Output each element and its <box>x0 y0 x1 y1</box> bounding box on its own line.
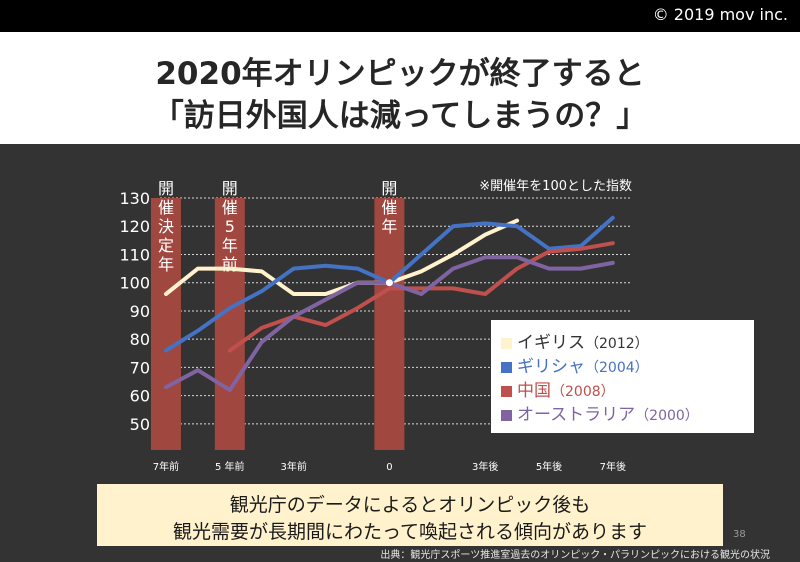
legend-series-year: （2004） <box>585 360 649 376</box>
legend-series-name: イギリス <box>517 333 585 353</box>
event-band <box>374 198 405 450</box>
event-band-label-char: 決 <box>158 217 174 236</box>
top-bar: © 2019 mov inc. <box>0 0 800 32</box>
event-band-label-char: 年 <box>381 217 397 236</box>
event-band <box>150 198 181 450</box>
legend-swatch <box>501 409 512 421</box>
legend-entry: 中国（2008） <box>501 376 615 401</box>
index-note: ※開催年を100とした指数 <box>479 179 632 194</box>
page-title-line-1: 2020年オリンピックが終了すると <box>155 56 645 92</box>
event-band <box>214 198 245 450</box>
y-axis-labels: 130 120 110 100 90 80 70 60 50 <box>119 189 150 434</box>
event-band-label-char: 催 <box>381 198 397 217</box>
y-tick-label: 50 <box>130 415 150 434</box>
x-tick-label: 0 <box>386 462 392 473</box>
legend-series-year: （2012） <box>585 336 649 352</box>
event-band-label-char: 年 <box>158 255 174 274</box>
y-tick-label: 120 <box>119 217 150 236</box>
event-band-label-char: 年 <box>222 236 238 255</box>
callout-line-1: 観光庁のデータによるとオリンピック後も <box>229 494 591 516</box>
y-tick-label: 60 <box>130 387 150 406</box>
event-band-label-char: 5 <box>225 217 235 236</box>
source-citation: 出典：観光庁スポーツ推進室過去のオリンピック・パラリンピックにおける観光の状況 <box>380 550 770 561</box>
x-tick-label: 7年前 <box>153 460 179 473</box>
legend-series-year: （2000） <box>635 408 699 424</box>
legend-entry: ギリシャ（2004） <box>501 352 649 377</box>
x-axis-labels: 7年前 5 年前 3年前 0 3年後 5年後 7年後 <box>153 460 626 473</box>
y-tick-label: 90 <box>130 302 150 321</box>
event-band-label-char: 開 <box>158 179 174 198</box>
event-band-label-char: 催 <box>222 198 238 217</box>
series-line <box>164 218 520 296</box>
event-band-label-char: 前 <box>222 255 238 274</box>
y-tick-label: 110 <box>119 245 150 264</box>
legend-series-name: 中国 <box>517 381 551 401</box>
y-tick-label: 130 <box>119 189 150 208</box>
legend-swatch <box>501 385 512 397</box>
y-tick-label: 100 <box>119 274 150 293</box>
title-area: 2020年オリンピックが終了すると 「訪日外国人は減ってしまうの？」 <box>0 32 800 144</box>
legend-swatch <box>501 337 512 349</box>
chart-legend: イギリス（2012） ギリシャ（2004） 中国（2008） オーストラリア（2000… <box>491 320 754 433</box>
event-band-label-char: 定 <box>158 236 174 255</box>
legend-swatch <box>501 361 512 373</box>
x-tick-label: 5 年前 <box>215 460 245 473</box>
x-tick-label: 3年後 <box>472 460 498 473</box>
legend-entry: オーストラリア（2000） <box>501 400 699 425</box>
legend-entry: イギリス（2012） <box>501 328 649 353</box>
event-band-label-char: 開 <box>222 179 238 198</box>
y-tick-label: 80 <box>130 330 150 349</box>
legend-series-year: （2008） <box>551 384 615 400</box>
x-tick-label: 3年前 <box>280 460 306 473</box>
legend-series-name: ギリシャ <box>517 357 585 377</box>
callout-line-2: 観光需要が長期間にわたって喚起される傾向があります <box>172 521 648 543</box>
x-tick-label: 5年後 <box>536 460 562 473</box>
event-band-label-char: 開 <box>381 179 397 198</box>
y-tick-label: 70 <box>130 358 150 377</box>
index-origin-point <box>385 279 393 287</box>
legend-series-name: オーストラリア <box>517 405 636 425</box>
x-tick-label: 7年後 <box>600 460 626 473</box>
page-number: 38 <box>733 529 746 540</box>
event-band-label-char: 催 <box>158 198 174 217</box>
copyright-text: © 2019 mov inc. <box>652 5 788 24</box>
callout-box: 観光庁のデータによるとオリンピック後も 観光需要が長期間にわたって喚起される傾向… <box>97 484 723 546</box>
page-title-line-2: 「訪日外国人は減ってしまうの？」 <box>152 98 648 134</box>
